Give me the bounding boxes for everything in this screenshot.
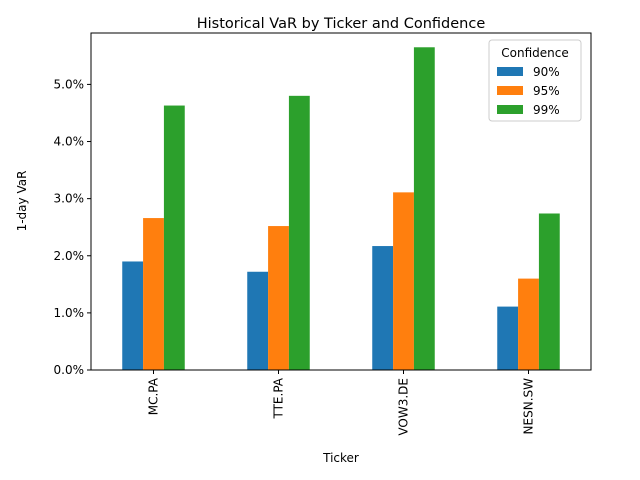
legend-label: 90% — [533, 65, 560, 79]
bar-nesn-sw-95pct — [518, 278, 539, 370]
bar-nesn-sw-99pct — [538, 213, 560, 370]
y-tick-label: 3.0% — [54, 192, 85, 206]
y-tick-label: 5.0% — [54, 77, 85, 91]
legend-label: 99% — [533, 103, 560, 117]
legend-swatch — [497, 105, 523, 114]
chart-title: Historical VaR by Ticker and Confidence — [197, 16, 486, 32]
legend-swatch — [497, 67, 523, 76]
x-axis-label: Ticker — [322, 451, 359, 465]
y-tick-label: 4.0% — [54, 135, 85, 149]
plot-frame — [90, 32, 592, 371]
x-tick-label: MC.PA — [147, 377, 161, 415]
legend-box — [488, 39, 582, 122]
x-tick-label: VOW3.DE — [397, 378, 411, 436]
y-tick-label: 1.0% — [54, 306, 85, 320]
legend-title: Confidence — [501, 46, 568, 60]
y-tick-label: 0.0% — [54, 363, 85, 377]
bar-tte-pa-90pct — [247, 271, 269, 370]
bar-mc-pa-95pct — [143, 218, 164, 370]
bar-tte-pa-95pct — [268, 226, 289, 370]
legend-swatch — [497, 86, 523, 95]
x-axis: MC.PA TTE.PA VOW3.DE NESN.SW — [147, 370, 536, 436]
bar-nesn-sw-90pct — [497, 306, 519, 370]
legend-label: 95% — [533, 84, 560, 98]
x-tick-label: NESN.SW — [522, 378, 536, 435]
bars-group — [122, 47, 560, 370]
y-axis-label: 1-day VaR — [15, 171, 29, 232]
bar-mc-pa-99pct — [163, 105, 185, 370]
legend: Confidence 90% 95% 99% — [488, 39, 582, 122]
y-tick-label: 2.0% — [54, 249, 85, 263]
bar-vow3-de-90pct — [372, 246, 394, 370]
y-axis: 0.0% 1.0% 2.0% 3.0% 4.0% 5.0% — [54, 77, 91, 377]
bar-vow3-de-99pct — [413, 47, 435, 370]
bar-mc-pa-90pct — [122, 261, 144, 370]
bar-vow3-de-95pct — [393, 192, 414, 370]
x-tick-label: TTE.PA — [272, 377, 286, 419]
bar-tte-pa-99pct — [288, 95, 310, 370]
